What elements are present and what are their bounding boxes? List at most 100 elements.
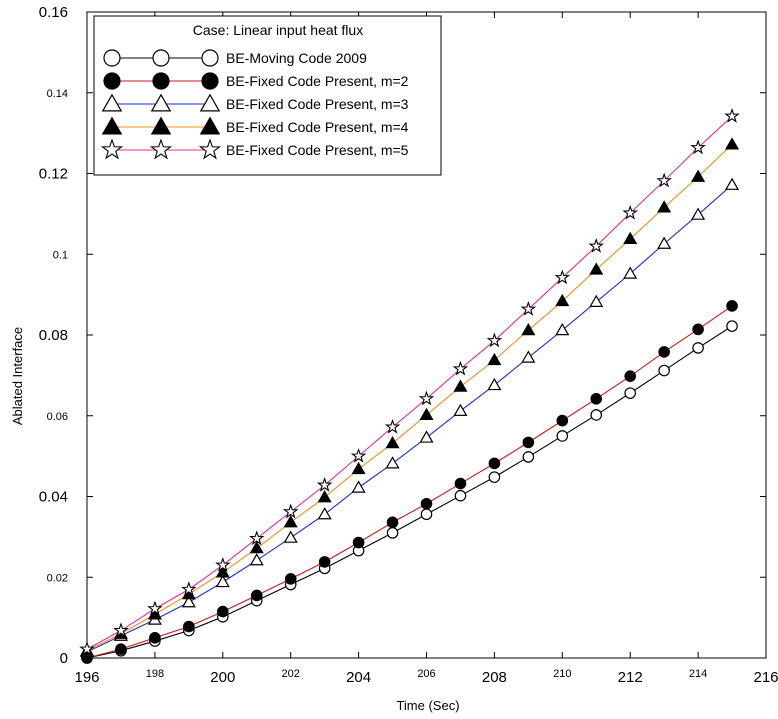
x-tick-label: 212 <box>618 669 643 686</box>
series-line-1 <box>86 325 733 659</box>
data-point-series-2 <box>624 370 636 382</box>
legend-marker-3 <box>199 93 221 112</box>
data-point-series-5 <box>316 477 333 492</box>
legend-marker-4 <box>199 116 221 135</box>
data-point-series-2 <box>658 346 670 358</box>
data-point-series-4 <box>283 515 298 528</box>
y-tick-label: 0.16 <box>39 4 68 21</box>
data-point-series-2 <box>726 300 738 312</box>
data-point-series-5 <box>113 622 129 638</box>
legend-marker-2 <box>103 72 121 90</box>
data-point-series-3 <box>249 553 264 566</box>
data-point-series-2 <box>217 605 229 618</box>
data-point-series-5 <box>418 390 435 406</box>
data-point-series-3 <box>725 177 740 190</box>
data-point-series-1 <box>386 527 399 539</box>
data-point-series-4 <box>657 200 672 213</box>
legend-label-3: BE-Fixed Code Present, m=3 <box>226 96 409 112</box>
data-point-series-2 <box>318 556 331 568</box>
data-point-series-2 <box>488 457 501 470</box>
data-point-series-4 <box>487 352 502 366</box>
data-point-series-5 <box>181 581 197 596</box>
data-point-series-5 <box>248 530 265 546</box>
data-point-series-3 <box>385 456 400 469</box>
x-tick-label: 210 <box>553 668 571 680</box>
data-point-series-3 <box>317 507 332 520</box>
data-point-series-5 <box>79 640 95 656</box>
y-tick-label: 0.04 <box>39 489 68 506</box>
data-point-series-3 <box>453 403 468 416</box>
legend-marker-5 <box>198 138 222 160</box>
data-point-series-1 <box>692 342 704 354</box>
data-point-series-5 <box>452 360 469 376</box>
data-point-series-5 <box>350 447 367 463</box>
data-point-series-2 <box>115 643 127 655</box>
legend-title: Case: Linear input heat flux <box>193 22 363 38</box>
legend-marker-5 <box>100 138 124 160</box>
series-line-2 <box>86 305 733 659</box>
data-point-series-5 <box>384 418 401 434</box>
y-axis-title: Ablated Interface <box>10 327 25 425</box>
y-tick-label: 0.08 <box>39 327 68 344</box>
data-point-series-3 <box>215 574 230 588</box>
data-point-series-1 <box>556 430 569 442</box>
legend-marker-2 <box>201 72 219 90</box>
x-tick-label: 198 <box>146 668 164 680</box>
series-line-3 <box>86 184 733 653</box>
data-point-series-4 <box>623 231 638 244</box>
data-point-series-5 <box>690 139 706 155</box>
data-point-series-2 <box>692 323 704 336</box>
data-point-series-5 <box>282 503 299 519</box>
legend-label-5: BE-Fixed Code Present, m=5 <box>226 142 409 158</box>
data-point-series-3 <box>181 595 196 608</box>
data-point-series-1 <box>658 364 670 377</box>
legend-marker-1 <box>201 49 219 67</box>
data-point-series-4 <box>521 322 536 336</box>
data-point-series-3 <box>657 236 672 249</box>
legend-label-2: BE-Fixed Code Present, m=2 <box>226 73 409 89</box>
x-tick-label: 200 <box>210 669 235 686</box>
x-tick-label: 214 <box>689 668 707 680</box>
data-point-series-3 <box>589 294 604 307</box>
legend-marker-4 <box>150 116 172 135</box>
data-point-series-2 <box>556 414 569 427</box>
data-point-series-1 <box>454 489 467 502</box>
x-tick-label: 206 <box>417 668 435 680</box>
y-tick-label: 0.02 <box>47 572 68 584</box>
data-point-series-5 <box>656 172 672 188</box>
data-point-series-2 <box>454 477 467 490</box>
y-tick-label: 0.06 <box>47 411 68 423</box>
x-tick-label: 202 <box>282 668 300 680</box>
data-point-series-3 <box>419 430 434 443</box>
legend-box <box>93 15 442 176</box>
data-point-series-1 <box>726 320 738 332</box>
legend-marker-3 <box>101 93 123 112</box>
series-line-5 <box>86 115 733 650</box>
data-point-series-4 <box>351 461 366 475</box>
data-point-series-1 <box>522 451 535 463</box>
legend: Case: Linear input heat flux BE-Moving C… <box>93 15 442 176</box>
data-point-series-4 <box>691 169 706 182</box>
data-point-series-5 <box>588 238 605 253</box>
legend-marker-4 <box>101 116 123 135</box>
data-point-series-3 <box>521 350 536 363</box>
data-point-series-2 <box>149 632 161 644</box>
data-point-series-5 <box>622 204 638 220</box>
legend-label-4: BE-Fixed Code Present, m=4 <box>226 119 409 135</box>
y-tick-label: 0.14 <box>47 88 68 100</box>
x-axis-title: Time (Sec) <box>396 698 459 713</box>
data-point-series-2 <box>522 436 535 449</box>
legend-marker-1 <box>103 49 121 67</box>
data-point-series-1 <box>420 508 433 521</box>
x-tick-label: 196 <box>74 669 99 686</box>
y-tick-label: 0 <box>60 650 68 667</box>
series-line-4 <box>86 144 733 652</box>
data-point-series-4 <box>419 407 434 421</box>
data-point-series-4 <box>215 565 230 578</box>
data-point-series-5 <box>724 107 740 123</box>
x-tick-label: 216 <box>753 669 778 686</box>
data-point-series-4 <box>453 379 468 392</box>
data-point-series-2 <box>590 392 603 405</box>
data-point-series-5 <box>147 600 163 616</box>
data-point-series-3 <box>351 480 366 493</box>
